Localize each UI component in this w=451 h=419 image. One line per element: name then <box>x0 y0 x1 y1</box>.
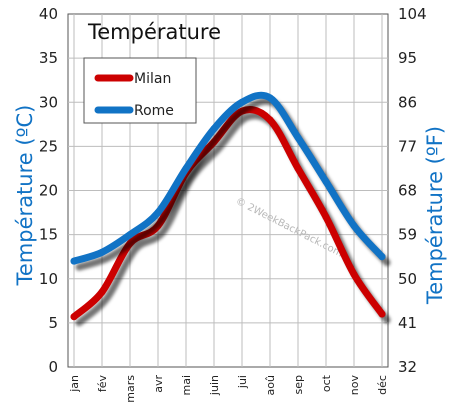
y-axis-label-left: Température (ºC) <box>13 105 37 287</box>
x-tick-label: mai <box>180 375 193 396</box>
data-point-milan <box>322 213 330 221</box>
y-tick-left: 30 <box>39 93 58 111</box>
y-tick-right: 32 <box>398 358 417 376</box>
y-tick-left: 20 <box>39 182 58 200</box>
x-tick-label: sep <box>292 375 305 394</box>
y-tick-left: 10 <box>39 270 58 288</box>
y-tick-right: 68 <box>398 182 417 200</box>
data-point-rome <box>210 125 218 133</box>
data-point-rome <box>238 98 246 106</box>
x-tick-label: jui <box>236 375 249 389</box>
legend-label-rome: Rome <box>134 103 174 119</box>
y-tick-left: 5 <box>48 314 58 332</box>
data-point-rome <box>266 94 274 102</box>
y-tick-right: 95 <box>398 49 417 67</box>
legend: Milan Rome <box>83 57 197 124</box>
x-tick-label: oct <box>320 374 333 392</box>
data-point-milan <box>294 164 302 172</box>
x-tick-label: mars <box>124 375 137 403</box>
data-point-milan <box>350 270 358 278</box>
data-point-rome <box>154 209 162 217</box>
data-point-rome <box>70 257 78 265</box>
y-tick-left: 40 <box>39 5 58 23</box>
data-point-rome <box>350 222 358 230</box>
y-tick-left: 15 <box>39 226 58 244</box>
data-point-milan <box>70 313 78 321</box>
data-point-rome <box>378 253 386 261</box>
series-layer <box>70 91 391 327</box>
y-tick-right: 77 <box>398 137 417 155</box>
y-axis-label-right: Température (ºF) <box>423 126 447 305</box>
data-point-milan <box>266 116 274 124</box>
x-tick-label: juin <box>208 375 221 396</box>
x-tick-label: jan <box>68 375 81 393</box>
y-tick-left: 25 <box>39 137 58 155</box>
data-point-rome <box>294 134 302 142</box>
y-tick-left: 0 <box>48 358 58 376</box>
x-tick-label: fév <box>96 375 109 393</box>
x-axis-ticks: jan fév mars avr mai juin jui aoû sep oct nov déc <box>68 374 389 402</box>
data-point-rome <box>322 178 330 186</box>
data-point-milan <box>378 310 386 318</box>
legend-label-milan: Milan <box>134 71 171 87</box>
x-tick-label: avr <box>152 375 165 393</box>
y-tick-right: 41 <box>398 314 417 332</box>
left-axis-ticks: 0 5 10 15 20 25 30 35 40 <box>39 5 58 376</box>
y-tick-right: 50 <box>398 270 417 288</box>
y-tick-right: 86 <box>398 93 417 111</box>
data-point-milan <box>98 288 106 296</box>
x-tick-label: aoû <box>264 375 277 395</box>
data-point-rome <box>126 231 134 239</box>
y-tick-left: 35 <box>39 49 58 67</box>
right-axis-ticks: 32 41 50 59 68 77 86 95 104 <box>398 5 427 376</box>
data-point-rome <box>98 248 106 256</box>
chart-title: Température <box>87 20 221 44</box>
y-tick-right: 104 <box>398 5 427 23</box>
x-tick-label: nov <box>348 375 361 396</box>
data-point-rome <box>182 164 190 172</box>
x-tick-label: déc <box>376 375 389 395</box>
series-rome <box>70 91 391 271</box>
y-tick-right: 59 <box>398 226 417 244</box>
